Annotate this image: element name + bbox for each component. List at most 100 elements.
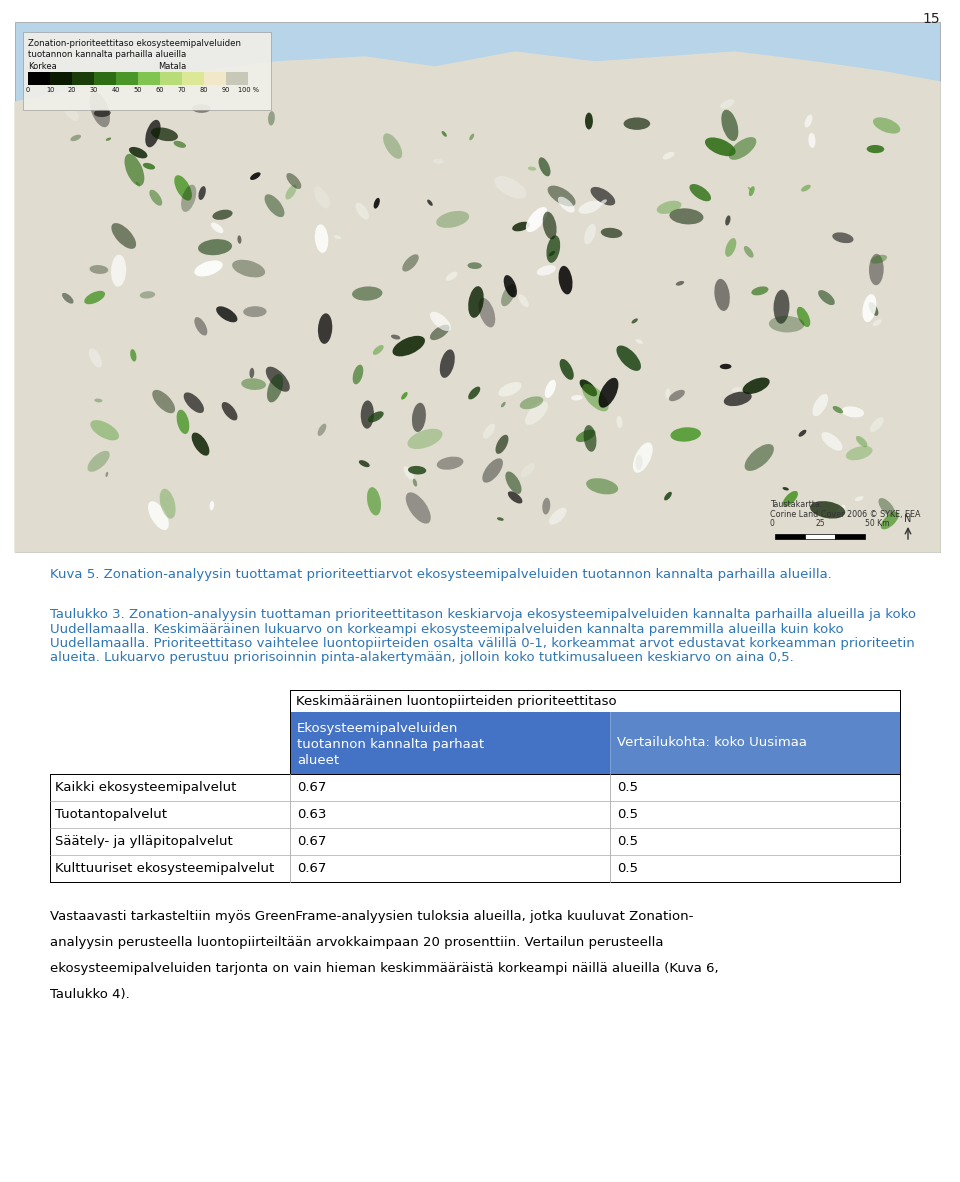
Ellipse shape bbox=[542, 498, 550, 514]
Ellipse shape bbox=[89, 349, 102, 368]
Ellipse shape bbox=[869, 254, 883, 285]
Ellipse shape bbox=[518, 294, 529, 307]
Text: Kulttuuriset ekosysteemipalvelut: Kulttuuriset ekosysteemipalvelut bbox=[55, 862, 275, 875]
Ellipse shape bbox=[315, 225, 328, 253]
Ellipse shape bbox=[636, 339, 643, 344]
Ellipse shape bbox=[131, 349, 136, 362]
Text: 20: 20 bbox=[68, 87, 76, 93]
Ellipse shape bbox=[106, 137, 111, 141]
Ellipse shape bbox=[391, 335, 400, 339]
Ellipse shape bbox=[714, 279, 730, 311]
Ellipse shape bbox=[159, 488, 176, 519]
Text: alueita. Lukuarvo perustuu priorisoinnin pinta-alakertymään, jolloin koko tutkim: alueita. Lukuarvo perustuu priorisoinnin… bbox=[50, 651, 794, 664]
Ellipse shape bbox=[212, 209, 232, 220]
Ellipse shape bbox=[558, 196, 575, 213]
Ellipse shape bbox=[84, 291, 105, 304]
Text: 50 Km: 50 Km bbox=[865, 519, 890, 528]
Text: N: N bbox=[904, 514, 912, 524]
Ellipse shape bbox=[822, 433, 843, 450]
Ellipse shape bbox=[870, 417, 884, 433]
Ellipse shape bbox=[373, 197, 380, 209]
Polygon shape bbox=[15, 52, 940, 552]
Ellipse shape bbox=[582, 384, 609, 411]
Ellipse shape bbox=[265, 194, 284, 217]
Text: 0.5: 0.5 bbox=[617, 808, 638, 821]
Ellipse shape bbox=[468, 262, 482, 269]
Ellipse shape bbox=[601, 228, 622, 238]
Ellipse shape bbox=[412, 403, 426, 431]
Ellipse shape bbox=[590, 187, 615, 206]
Ellipse shape bbox=[151, 128, 178, 141]
Ellipse shape bbox=[584, 426, 596, 452]
Bar bbox=[226, 72, 248, 85]
Bar bbox=[50, 829, 900, 855]
Ellipse shape bbox=[725, 238, 736, 256]
Ellipse shape bbox=[314, 187, 330, 208]
Text: 30: 30 bbox=[90, 87, 98, 93]
Ellipse shape bbox=[148, 501, 169, 530]
Ellipse shape bbox=[237, 235, 242, 243]
Bar bbox=[182, 72, 204, 85]
Ellipse shape bbox=[810, 501, 845, 519]
Ellipse shape bbox=[183, 392, 204, 413]
Ellipse shape bbox=[90, 420, 119, 441]
Ellipse shape bbox=[427, 200, 433, 206]
Bar bbox=[28, 72, 50, 85]
Ellipse shape bbox=[804, 115, 812, 128]
Ellipse shape bbox=[797, 307, 810, 327]
Text: 80: 80 bbox=[200, 87, 208, 93]
Text: Keskimääräinen luontopiirteiden prioriteettitaso: Keskimääräinen luontopiirteiden priorite… bbox=[296, 695, 616, 708]
Ellipse shape bbox=[559, 266, 572, 294]
Ellipse shape bbox=[361, 401, 374, 429]
Text: Taustakartta:
Corine Land Cover 2006 © SYKE, EEA: Taustakartta: Corine Land Cover 2006 © S… bbox=[770, 500, 921, 519]
Ellipse shape bbox=[250, 173, 260, 180]
Ellipse shape bbox=[579, 201, 601, 214]
Ellipse shape bbox=[624, 117, 650, 130]
Text: Ekosysteemipalveluiden: Ekosysteemipalveluiden bbox=[297, 722, 458, 735]
Ellipse shape bbox=[243, 306, 267, 317]
Ellipse shape bbox=[286, 173, 301, 189]
Ellipse shape bbox=[401, 392, 408, 400]
Ellipse shape bbox=[520, 463, 535, 478]
Ellipse shape bbox=[106, 472, 108, 478]
Ellipse shape bbox=[867, 145, 884, 154]
Bar bbox=[835, 534, 865, 539]
Ellipse shape bbox=[869, 301, 878, 316]
Ellipse shape bbox=[528, 167, 537, 170]
Ellipse shape bbox=[519, 396, 543, 409]
Ellipse shape bbox=[94, 109, 110, 117]
Ellipse shape bbox=[725, 215, 731, 226]
Text: Uudellamaalla. Prioriteettitaso vaihtelee luontopiirteiden osalta välillä 0-1, k: Uudellamaalla. Prioriteettitaso vaihtele… bbox=[50, 637, 915, 650]
Ellipse shape bbox=[497, 518, 504, 521]
Ellipse shape bbox=[812, 394, 828, 416]
Ellipse shape bbox=[403, 467, 414, 480]
Bar bbox=[290, 690, 900, 712]
Ellipse shape bbox=[513, 222, 530, 232]
Ellipse shape bbox=[705, 137, 735, 156]
Text: 0.5: 0.5 bbox=[617, 862, 638, 875]
Bar bbox=[50, 774, 900, 882]
Bar bbox=[72, 72, 94, 85]
Ellipse shape bbox=[143, 163, 156, 169]
Ellipse shape bbox=[135, 182, 140, 187]
Bar bbox=[775, 534, 805, 539]
Ellipse shape bbox=[175, 175, 192, 201]
Ellipse shape bbox=[352, 364, 363, 384]
Ellipse shape bbox=[87, 450, 109, 472]
Text: Vastaavasti tarkasteltiin myös GreenFrame-analyysien tuloksia alueilla, jotka ku: Vastaavasti tarkasteltiin myös GreenFram… bbox=[50, 910, 693, 923]
Ellipse shape bbox=[150, 190, 162, 206]
Ellipse shape bbox=[782, 491, 798, 507]
Text: 90: 90 bbox=[222, 87, 230, 93]
Ellipse shape bbox=[494, 176, 526, 199]
Ellipse shape bbox=[483, 423, 495, 439]
Ellipse shape bbox=[742, 377, 770, 394]
Ellipse shape bbox=[801, 184, 811, 191]
Ellipse shape bbox=[836, 505, 846, 517]
Ellipse shape bbox=[482, 459, 503, 482]
Ellipse shape bbox=[501, 284, 516, 306]
Bar bbox=[23, 32, 271, 110]
Ellipse shape bbox=[749, 187, 755, 196]
Ellipse shape bbox=[266, 366, 290, 391]
Ellipse shape bbox=[393, 336, 425, 356]
Text: 0.5: 0.5 bbox=[617, 781, 638, 794]
